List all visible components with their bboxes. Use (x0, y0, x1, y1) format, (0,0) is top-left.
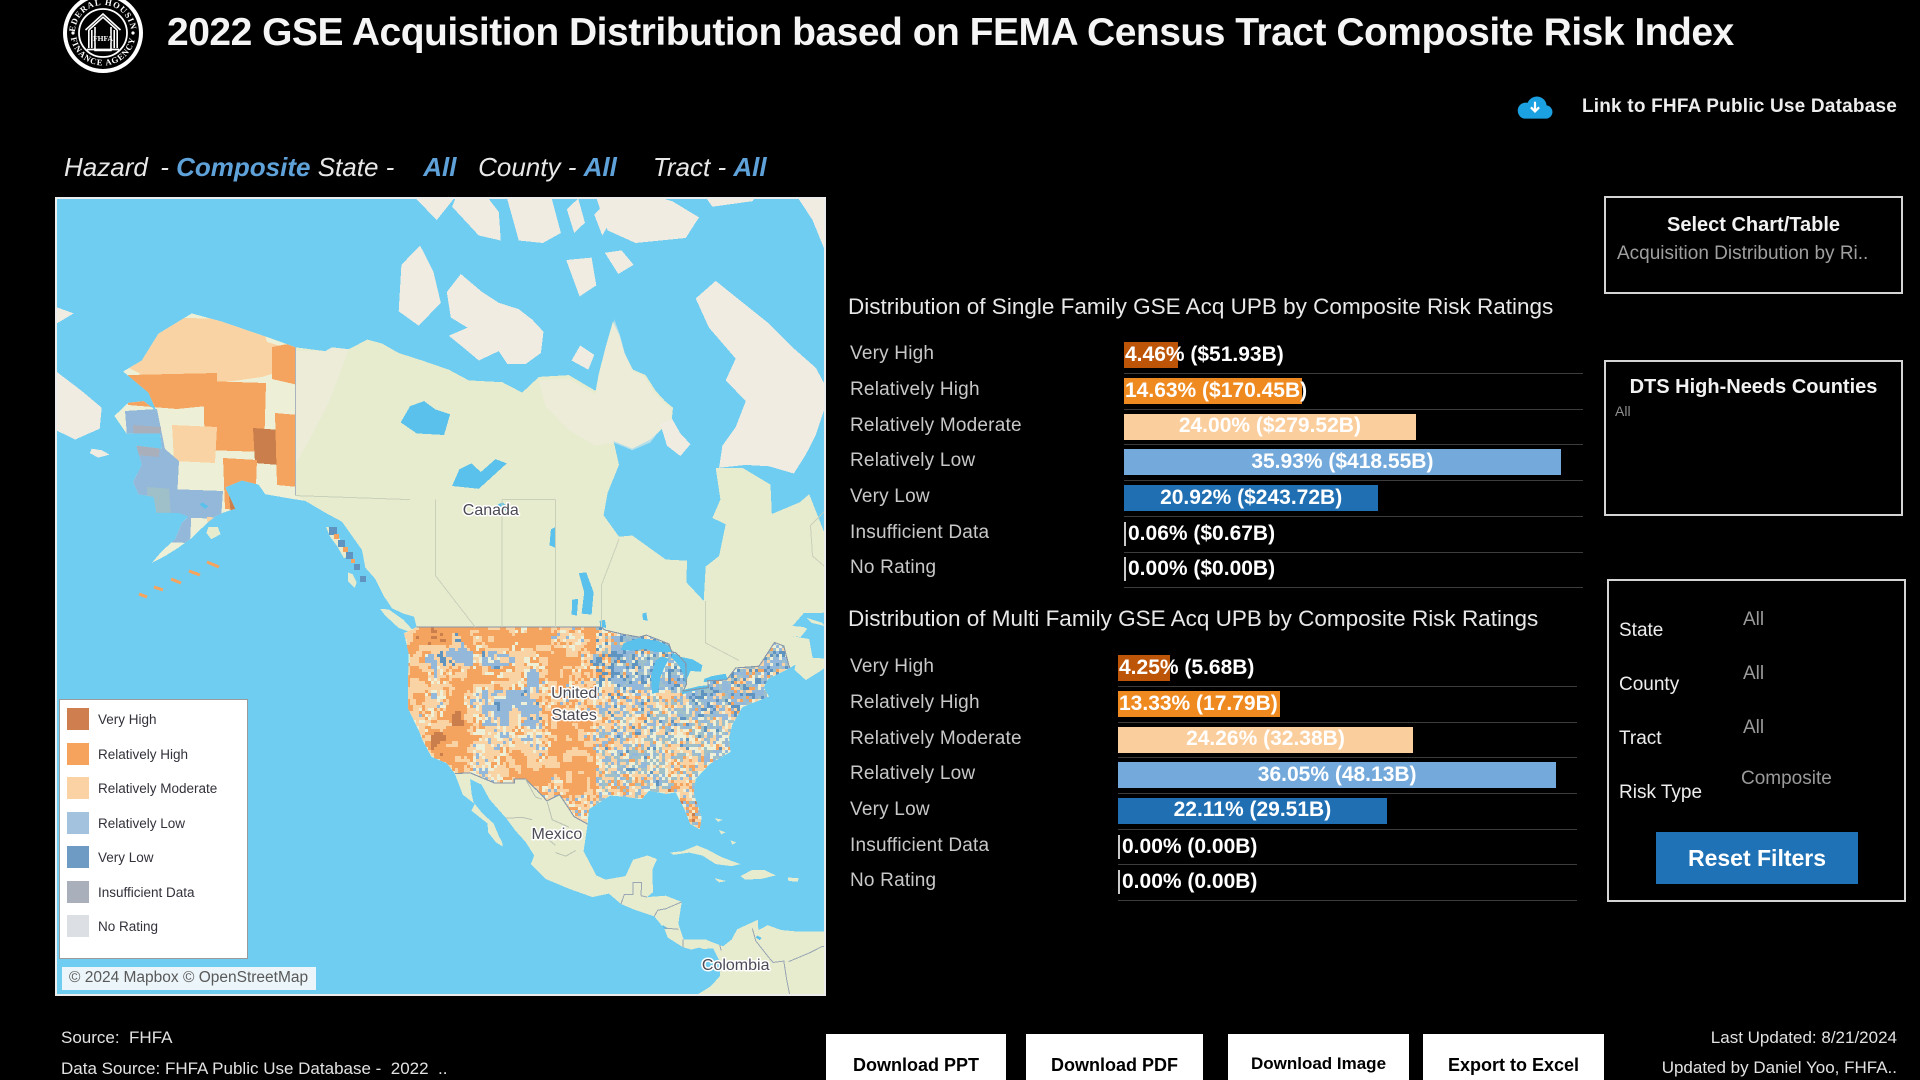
svg-text:FHFA: FHFA (93, 34, 113, 43)
svg-text:Canada: Canada (463, 502, 519, 519)
svg-text:United: United (551, 685, 597, 702)
svg-text:Colombia: Colombia (702, 957, 770, 974)
svg-text:States: States (552, 707, 597, 724)
svg-text:Mexico: Mexico (532, 826, 583, 843)
